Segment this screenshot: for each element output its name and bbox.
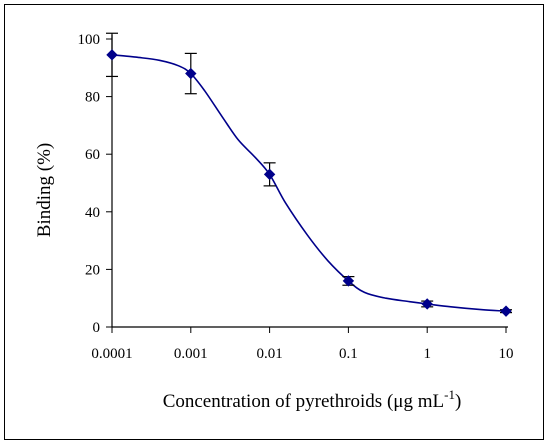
x-tick-label: 0.001 [174, 346, 208, 362]
y-tick-label: 60 [85, 147, 100, 163]
y-tick-label: 40 [85, 205, 100, 221]
y-axis-title: Binding (%) [34, 143, 55, 237]
data-point [185, 67, 197, 80]
x-axis-title-main: Concentration of pyrethroids (μg mL [163, 391, 444, 412]
x-axis-title-sup: -1 [444, 387, 455, 402]
x-axis-title-end: ) [455, 391, 461, 412]
data-point [263, 168, 276, 181]
y-tick-label: 20 [85, 262, 100, 278]
data-point [421, 298, 433, 310]
axes [106, 35, 508, 333]
x-tick-label: 1 [423, 346, 431, 362]
fit-curve-layer [111, 54, 507, 312]
y-tick-label: 0 [93, 320, 101, 336]
data-point [106, 49, 118, 61]
x-tick-label: 0.1 [339, 346, 358, 362]
fit-curve [111, 54, 507, 312]
y-tick-label: 100 [78, 32, 101, 48]
x-tick-label: 10 [499, 346, 514, 362]
x-tick-label: 0.0001 [91, 346, 132, 362]
data-point [342, 275, 355, 287]
markers-layer [106, 49, 512, 317]
error-bars-layer [106, 32, 512, 314]
chart-frame [4, 4, 544, 440]
x-tick-label: 0.01 [256, 346, 282, 362]
y-tick-label: 80 [85, 90, 100, 106]
data-point [500, 305, 512, 317]
tick-labels-layer: 0 20 40 60 80 100 0.0001 0.001 0.01 0.1 1 10 [78, 32, 514, 362]
x-axis-title: Concentration of pyrethroids (μg mL-1) [163, 387, 462, 412]
